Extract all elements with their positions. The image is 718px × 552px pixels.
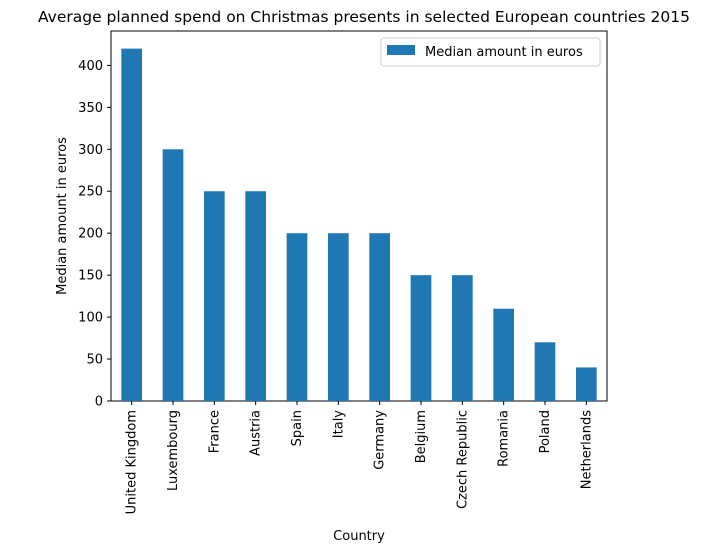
x-tick-label: Romania bbox=[497, 410, 512, 467]
bar-italy bbox=[328, 233, 349, 401]
bar-spain bbox=[286, 233, 308, 401]
legend-frame bbox=[380, 37, 601, 67]
y-tick-label: 200 bbox=[78, 227, 103, 242]
bar-united-kingdom bbox=[121, 48, 142, 401]
y-tick-label: 50 bbox=[86, 353, 103, 368]
x-axis: United Kingdom Luxembourg France Austria Spa… bbox=[125, 401, 594, 514]
y-axis-label: Median amount in euros bbox=[55, 137, 70, 295]
x-tick-label: United Kingdom bbox=[125, 410, 140, 514]
bar-romania bbox=[493, 308, 514, 401]
x-tick-label: Poland bbox=[538, 410, 553, 453]
x-tick-label: Austria bbox=[249, 410, 264, 456]
bar-poland bbox=[534, 342, 556, 401]
y-tick-label: 0 bbox=[95, 395, 103, 410]
x-tick-label: Germany bbox=[373, 410, 388, 470]
x-tick-label: Luxembourg bbox=[166, 410, 181, 491]
y-axis: 0 50 100 150 200 250 300 350 400 bbox=[78, 59, 111, 410]
y-tick-label: 300 bbox=[78, 143, 103, 158]
x-axis-label: Country bbox=[333, 529, 385, 544]
bar-austria bbox=[245, 191, 266, 401]
x-tick-label: Spain bbox=[290, 410, 305, 446]
legend: Median amount in euros bbox=[380, 37, 601, 67]
legend-swatch bbox=[387, 45, 415, 55]
y-tick-label: 150 bbox=[78, 269, 103, 284]
y-tick-label: 400 bbox=[78, 59, 103, 74]
bars-group bbox=[121, 48, 597, 401]
y-tick-label: 350 bbox=[78, 101, 103, 116]
x-tick-label: Italy bbox=[331, 410, 346, 439]
y-tick-label: 250 bbox=[78, 185, 103, 200]
plot-area-frame bbox=[110, 30, 608, 402]
bar-france bbox=[204, 191, 225, 401]
bar-netherlands bbox=[576, 367, 597, 401]
bar-luxembourg bbox=[162, 149, 184, 401]
legend-label: Median amount in euros bbox=[425, 45, 583, 60]
x-tick-label: Netherlands bbox=[579, 410, 594, 489]
bar-belgium bbox=[410, 275, 432, 401]
x-tick-label: Belgium bbox=[414, 410, 429, 463]
bar-germany bbox=[369, 233, 390, 401]
y-tick-label: 100 bbox=[78, 311, 103, 326]
chart-title: Average planned spend on Christmas prese… bbox=[38, 8, 690, 26]
x-tick-label: France bbox=[207, 410, 222, 453]
bar-czech-republic bbox=[452, 275, 473, 401]
x-tick-label: Czech Republic bbox=[455, 410, 470, 509]
